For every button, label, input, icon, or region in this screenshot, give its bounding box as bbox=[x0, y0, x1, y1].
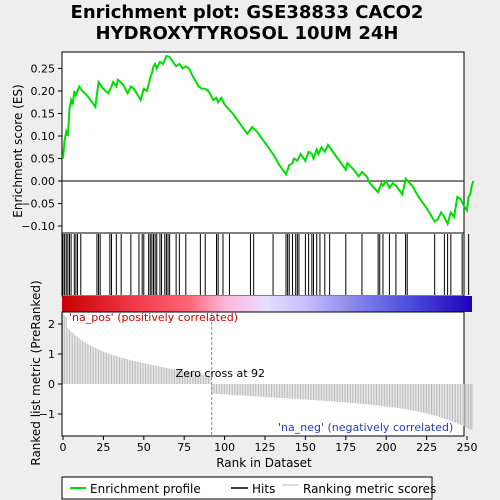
es-y-tick-label: 0.25 bbox=[31, 63, 56, 76]
metric-y-tick-label: 2 bbox=[48, 318, 55, 331]
hits-panel bbox=[61, 232, 465, 297]
x-tick-label: 25 bbox=[96, 441, 110, 454]
x-tick-label: 250 bbox=[457, 441, 478, 454]
es-y-ticks: −0.10 −0.05 0.00 0.05 0.10 0.15 0.20 0.25 bbox=[21, 63, 62, 233]
negative-correlation-label: 'na_neg' (negatively correlated) bbox=[278, 421, 453, 434]
es-y-tick-label: −0.05 bbox=[21, 198, 55, 211]
x-tick-label: 175 bbox=[335, 441, 356, 454]
legend-es-label: Enrichment profile bbox=[90, 482, 201, 496]
x-tick-label: 200 bbox=[376, 441, 397, 454]
metric-y-ticks: −1 0 1 2 bbox=[39, 318, 62, 421]
enrichment-profile-line bbox=[62, 54, 475, 227]
x-tick-label: 100 bbox=[214, 441, 235, 454]
x-tick-label: 50 bbox=[137, 441, 151, 454]
rank-color-bar bbox=[62, 296, 472, 312]
es-panel bbox=[61, 51, 465, 234]
x-tick-label: 75 bbox=[177, 441, 191, 454]
legend-hits-label: Hits bbox=[252, 482, 275, 496]
chart-title-line2: HYDROXYTYROSOL 10UM 24H bbox=[96, 23, 399, 44]
y-axis-label-es: Enrichment score (ES) bbox=[11, 84, 25, 217]
metric-y-tick-label: 0 bbox=[48, 378, 55, 391]
x-axis-label: Rank in Dataset bbox=[216, 456, 312, 470]
x-tick-label: 225 bbox=[416, 441, 437, 454]
ranking-metric-bars bbox=[62, 313, 473, 431]
es-y-tick-label: 0.20 bbox=[31, 85, 56, 98]
es-y-tick-label: 0.00 bbox=[31, 175, 56, 188]
es-y-tick-label: 0.10 bbox=[31, 130, 56, 143]
es-y-tick-label: 0.15 bbox=[31, 108, 56, 121]
x-tick-label: 0 bbox=[60, 441, 67, 454]
y-axis-label-metric: Ranked list metric (PreRanked) bbox=[29, 280, 43, 465]
chart-title-line1: Enrichment plot: GSE38833 CACO2 bbox=[71, 2, 424, 23]
hit-markers bbox=[62, 234, 470, 295]
x-tick-label: 125 bbox=[255, 441, 276, 454]
es-y-tick-label: 0.05 bbox=[31, 153, 56, 166]
x-tick-label: 150 bbox=[295, 441, 316, 454]
legend-metric-label: Ranking metric scores bbox=[303, 482, 436, 496]
x-ticks: 0 25 50 75 100 125 150 175 200 225 250 bbox=[60, 436, 478, 454]
positive-correlation-label: 'na_pos' (positively correlated) bbox=[69, 311, 238, 324]
metric-y-tick-label: −1 bbox=[39, 408, 55, 421]
es-y-tick-label: −0.10 bbox=[21, 220, 55, 233]
zero-cross-label: Zero cross at 92 bbox=[176, 367, 265, 380]
metric-y-tick-label: 1 bbox=[48, 348, 55, 361]
